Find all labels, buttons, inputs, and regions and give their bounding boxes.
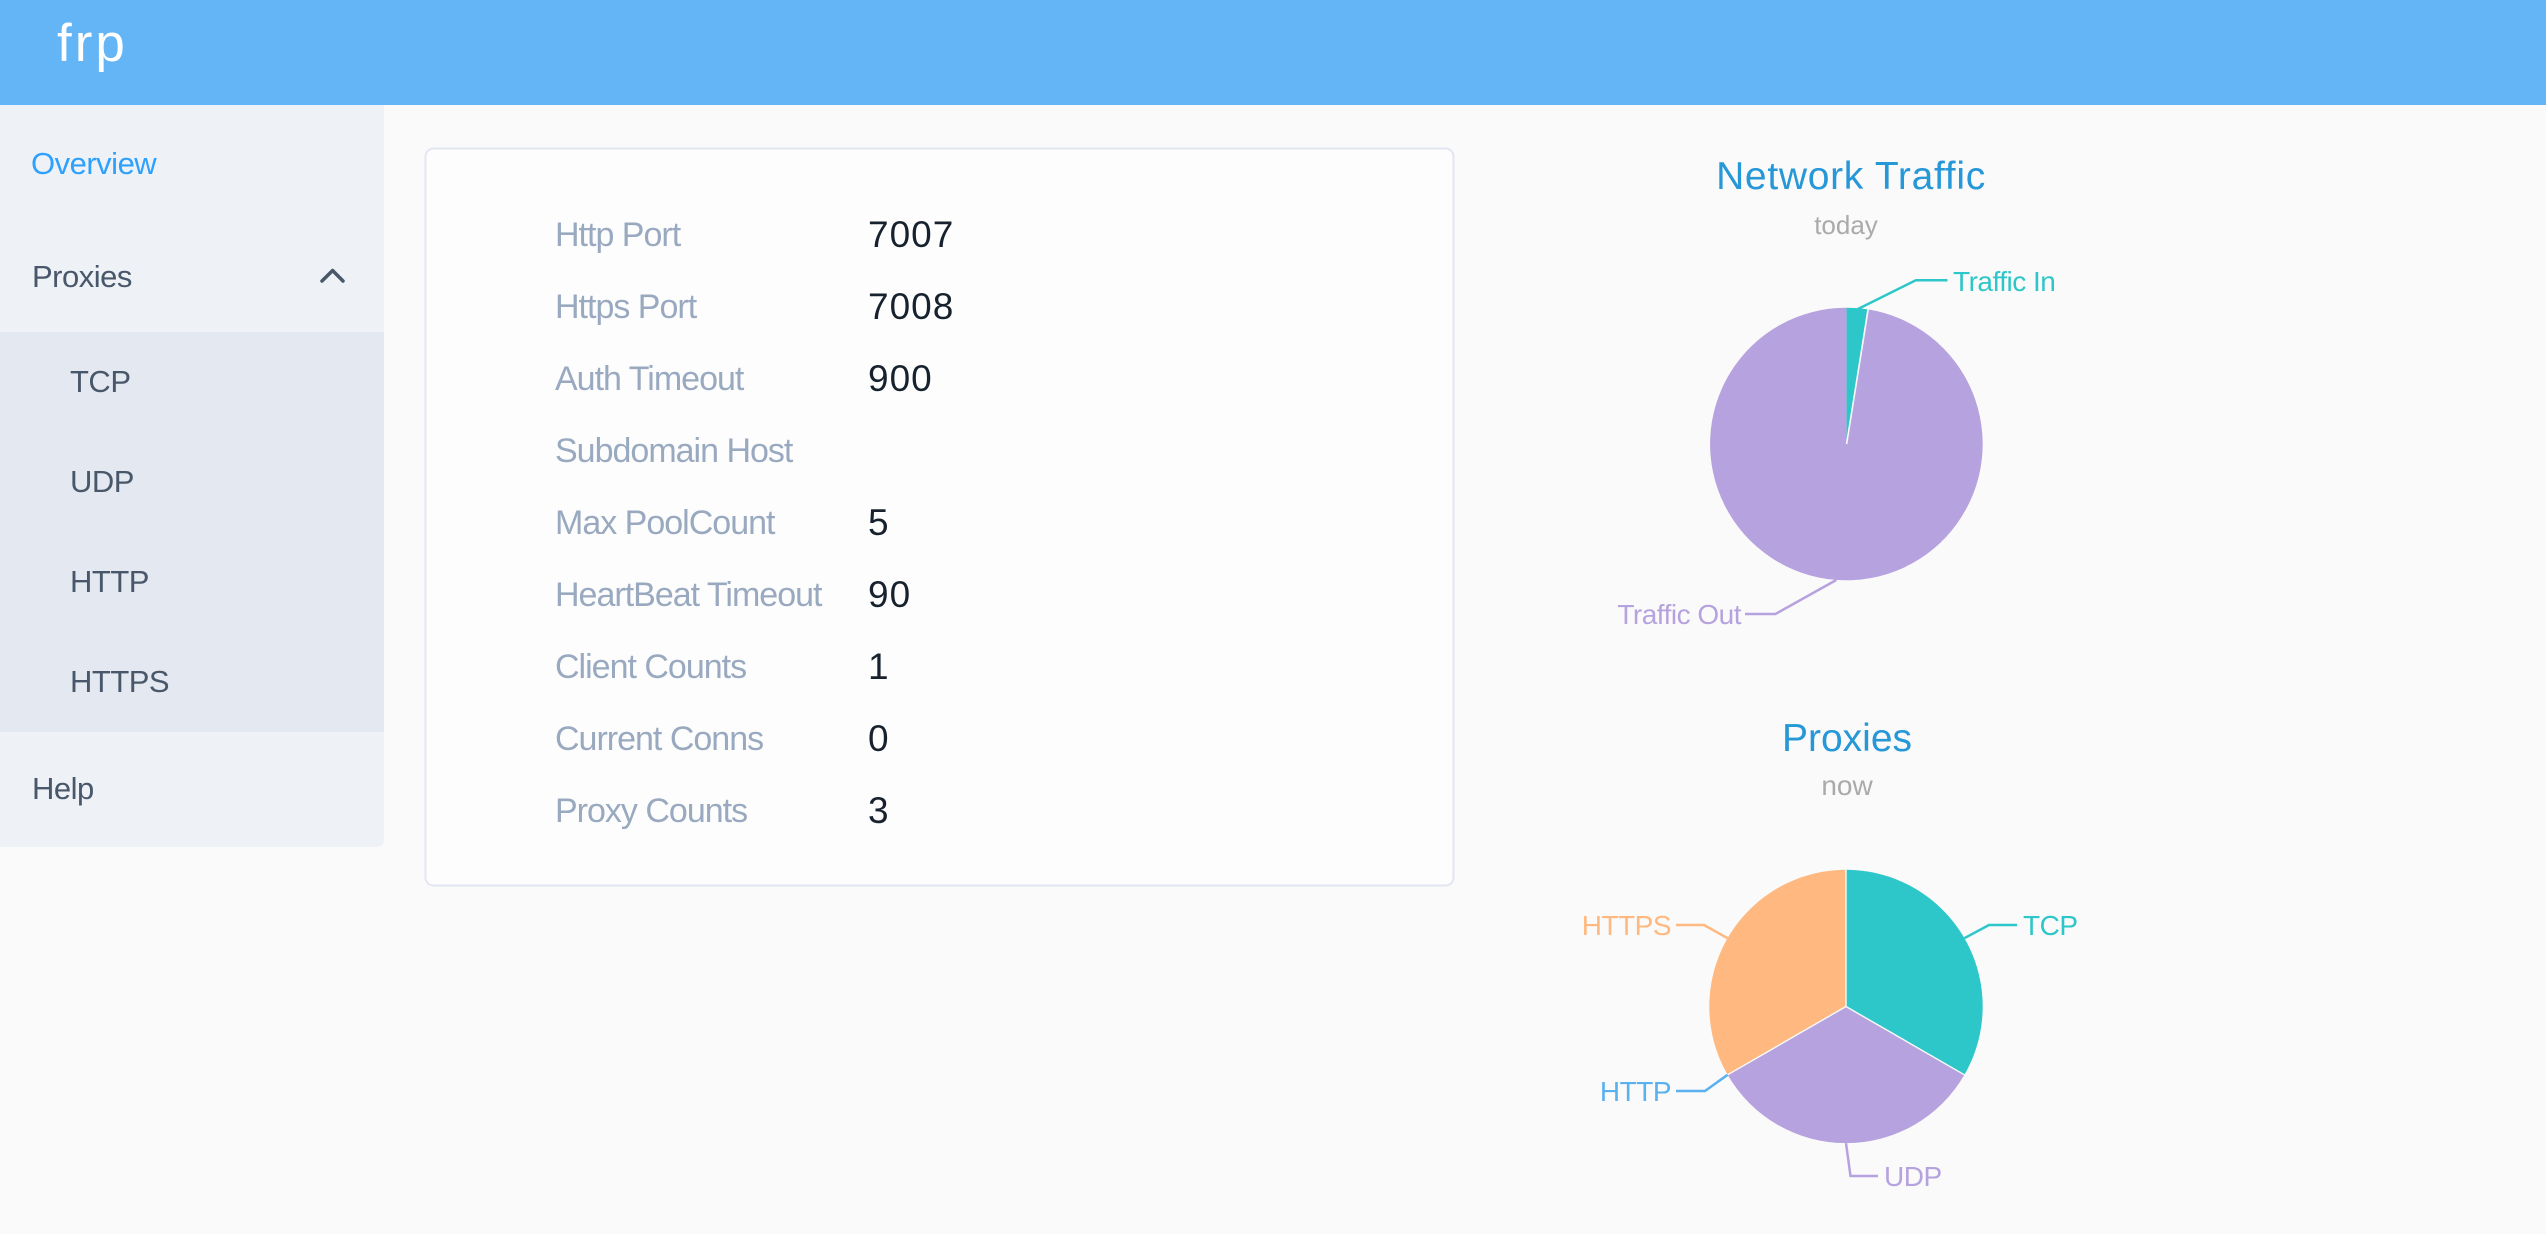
svg-text:0: 0 bbox=[868, 718, 890, 759]
svg-text:Current Conns: Current Conns bbox=[555, 720, 763, 758]
svg-text:Client Counts: Client Counts bbox=[555, 648, 746, 686]
svg-text:UDP: UDP bbox=[70, 464, 134, 499]
svg-text:today: today bbox=[1814, 210, 1878, 240]
svg-text:Proxies: Proxies bbox=[1782, 717, 1912, 760]
svg-text:Proxy Counts: Proxy Counts bbox=[555, 792, 747, 830]
svg-text:HTTP: HTTP bbox=[1600, 1076, 1671, 1107]
svg-text:900: 900 bbox=[868, 358, 933, 399]
svg-text:Overview: Overview bbox=[31, 146, 157, 181]
svg-text:TCP: TCP bbox=[70, 364, 131, 399]
svg-text:5: 5 bbox=[868, 502, 890, 543]
svg-text:Http Port: Http Port bbox=[555, 216, 682, 254]
svg-text:Subdomain Host: Subdomain Host bbox=[555, 432, 794, 470]
svg-text:frp: frp bbox=[57, 14, 128, 73]
svg-text:Traffic In: Traffic In bbox=[1953, 266, 2055, 297]
svg-text:3: 3 bbox=[868, 790, 890, 831]
svg-text:1: 1 bbox=[868, 646, 890, 687]
svg-text:7008: 7008 bbox=[868, 286, 954, 327]
svg-text:Https Port: Https Port bbox=[555, 288, 698, 326]
svg-text:HeartBeat Timeout: HeartBeat Timeout bbox=[555, 576, 823, 614]
svg-text:now: now bbox=[1821, 770, 1873, 801]
svg-text:HTTPS: HTTPS bbox=[1582, 910, 1671, 941]
svg-text:90: 90 bbox=[868, 574, 911, 615]
svg-text:7007: 7007 bbox=[868, 214, 954, 255]
svg-text:Traffic Out: Traffic Out bbox=[1617, 599, 1741, 630]
svg-text:Network Traffic: Network Traffic bbox=[1716, 155, 1986, 198]
svg-text:Help: Help bbox=[32, 771, 94, 806]
svg-text:Max PoolCount: Max PoolCount bbox=[555, 504, 776, 542]
svg-text:HTTPS: HTTPS bbox=[70, 664, 169, 699]
svg-text:Auth Timeout: Auth Timeout bbox=[555, 360, 745, 398]
svg-text:UDP: UDP bbox=[1884, 1161, 1942, 1192]
svg-text:Proxies: Proxies bbox=[32, 259, 132, 294]
svg-text:HTTP: HTTP bbox=[70, 564, 149, 599]
svg-text:TCP: TCP bbox=[2023, 910, 2078, 941]
